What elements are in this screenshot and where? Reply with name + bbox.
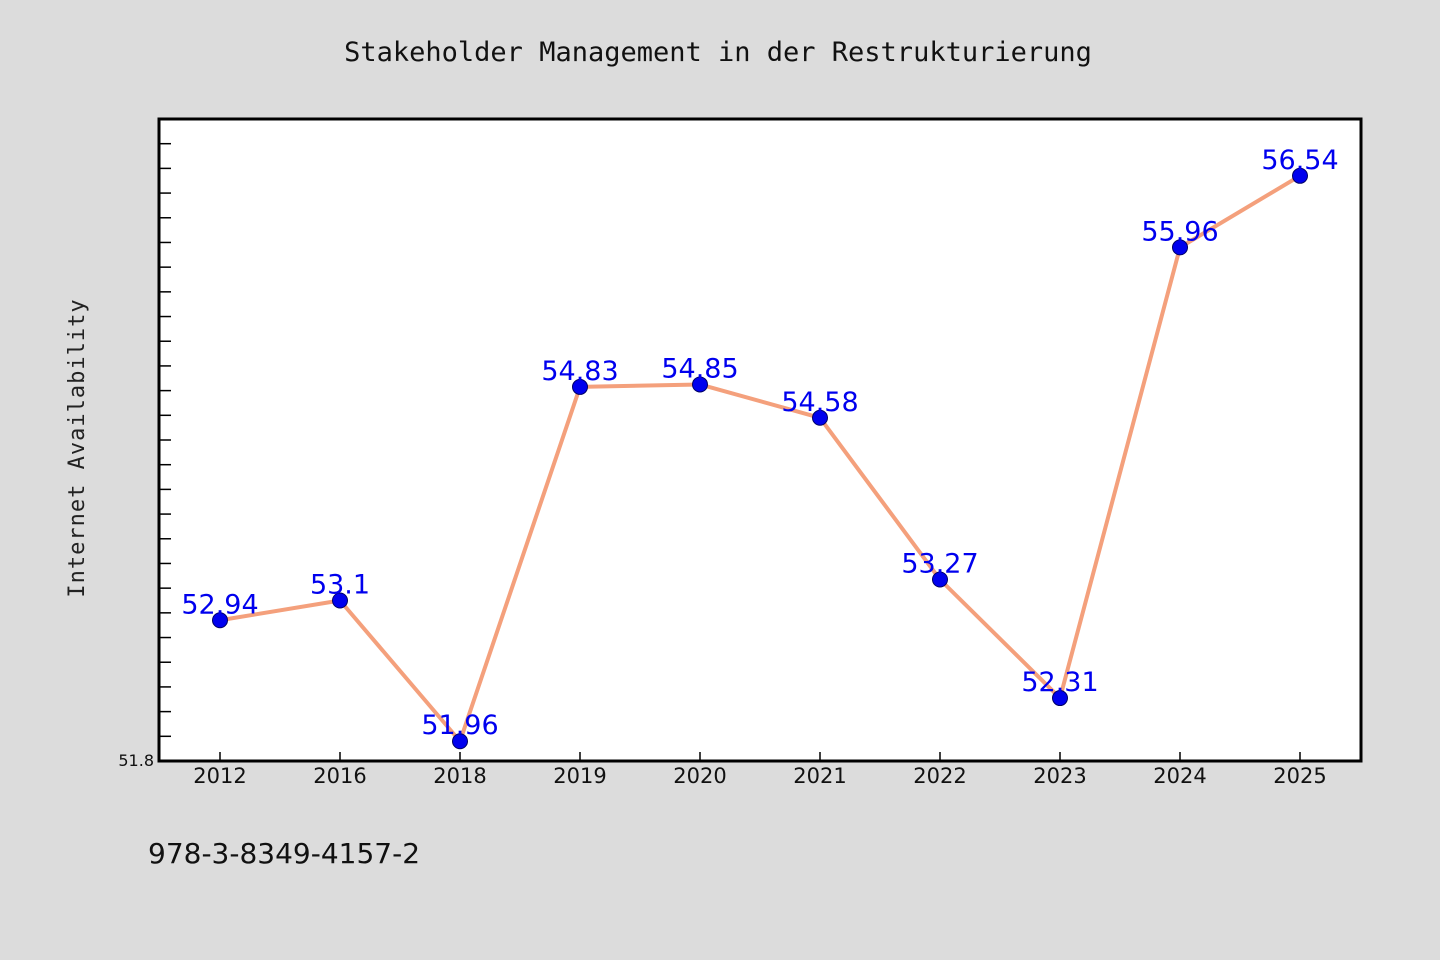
data-label: 52.31 — [1021, 667, 1098, 698]
data-point — [1172, 239, 1188, 256]
y-axis-ticks — [159, 142, 171, 762]
plot-area — [159, 119, 1361, 761]
x-tick-label: 2020 — [673, 764, 726, 788]
data-label: 53.1 — [310, 570, 370, 601]
x-tick-label: 2012 — [193, 764, 246, 788]
x-tick-labels: 2012 2016 2018 2019 2020 2021 2022 2023 2024 2025 — [193, 764, 1326, 788]
data-label: 54.85 — [661, 353, 738, 384]
data-point — [812, 409, 828, 426]
data-label: 51.96 — [421, 710, 498, 741]
data-label: 52.94 — [181, 589, 258, 620]
data-point — [452, 733, 468, 750]
series-line — [218, 173, 1302, 744]
x-tick-label: 2023 — [1033, 764, 1086, 788]
data-label: 54.58 — [781, 387, 858, 418]
y-axis-label: Internet Availability — [65, 298, 90, 597]
data-point — [692, 376, 708, 393]
data-label: 55.96 — [1141, 216, 1218, 247]
y-tick-label: 51.8 — [118, 751, 154, 770]
x-tick-label: 2022 — [913, 764, 966, 788]
data-point — [932, 571, 948, 588]
data-label: 56.54 — [1261, 145, 1338, 176]
x-tick-label: 2019 — [553, 764, 606, 788]
x-tick-label: 2018 — [433, 764, 486, 788]
data-point — [332, 592, 348, 609]
series-markers — [212, 167, 1308, 750]
data-point — [1292, 167, 1308, 184]
plot-frame — [157, 117, 1363, 763]
x-tick-label: 2021 — [793, 764, 846, 788]
data-point — [572, 378, 588, 395]
x-tick-label: 2024 — [1153, 764, 1206, 788]
isbn-footer: 978-3-8349-4157-2 — [148, 837, 420, 870]
data-label: 54.83 — [541, 356, 618, 387]
data-labels: 52.94 53.1 51.96 54.83 54.85 54.58 53.27 52.31 5… — [181, 145, 1338, 741]
x-tick-label: 2016 — [313, 764, 366, 788]
x-tick-label: 2025 — [1273, 764, 1326, 788]
chart-title: Stakeholder Management in der Restruktur… — [344, 37, 1092, 68]
data-label: 53.27 — [901, 549, 978, 580]
data-point — [1052, 690, 1068, 707]
data-point — [212, 612, 228, 629]
